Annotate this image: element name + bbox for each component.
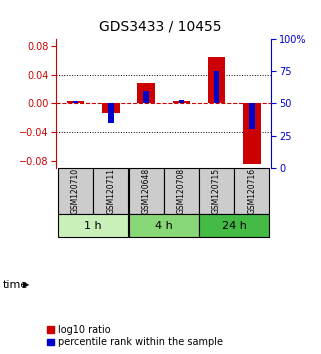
Text: GSM120711: GSM120711: [106, 168, 115, 214]
Bar: [73, 101, 78, 103]
Bar: [58, 214, 128, 237]
Text: GSM120710: GSM120710: [71, 168, 80, 214]
Text: ▶: ▶: [23, 280, 30, 290]
Bar: [102, 103, 120, 113]
Text: 24 h: 24 h: [222, 221, 247, 231]
Bar: [93, 168, 128, 214]
Bar: [67, 101, 84, 103]
Bar: [199, 168, 234, 214]
Bar: [249, 103, 255, 129]
Bar: [108, 103, 114, 123]
Bar: [129, 168, 163, 214]
Bar: [164, 168, 199, 214]
Legend: log10 ratio, percentile rank within the sample: log10 ratio, percentile rank within the …: [47, 325, 223, 347]
Bar: [137, 84, 155, 103]
Text: GSM120648: GSM120648: [142, 168, 151, 214]
Text: GSM120708: GSM120708: [177, 168, 186, 214]
Bar: [199, 214, 269, 237]
Bar: [143, 91, 149, 103]
Bar: [58, 168, 93, 214]
Bar: [129, 214, 199, 237]
Bar: [214, 71, 220, 103]
Bar: [178, 99, 184, 103]
Bar: [172, 101, 190, 103]
Text: 1 h: 1 h: [84, 221, 102, 231]
Bar: [234, 168, 269, 214]
Text: time: time: [3, 280, 29, 290]
Bar: [243, 103, 261, 165]
Text: GSM120716: GSM120716: [247, 168, 256, 214]
Text: 4 h: 4 h: [155, 221, 173, 231]
Text: GSM120715: GSM120715: [212, 168, 221, 214]
Bar: [208, 57, 225, 103]
Text: GDS3433 / 10455: GDS3433 / 10455: [99, 19, 222, 34]
